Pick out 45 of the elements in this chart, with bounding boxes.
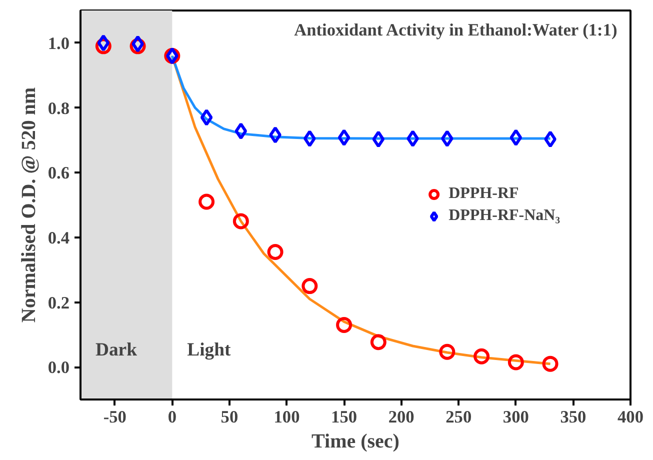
text: Antioxidant Activity in Ethanol:Water (1:1) <box>294 20 618 40</box>
x-tick-label: 350 <box>560 408 586 426</box>
x-tick-label: 300 <box>502 408 529 426</box>
point <box>267 244 284 260</box>
y-tick-label: 0.4 <box>48 228 70 248</box>
point <box>508 354 524 370</box>
band-label: Dark <box>96 340 138 361</box>
point <box>234 122 248 140</box>
point <box>406 130 419 148</box>
x-tick-label: 0 <box>168 408 177 426</box>
point <box>439 344 456 360</box>
x-axis-title: Time (sec) <box>312 430 400 452</box>
point <box>510 129 522 146</box>
point <box>544 130 556 148</box>
x-tick-label: 400 <box>618 408 644 426</box>
legend-label: DPPH-RF <box>448 184 519 202</box>
point <box>232 213 249 230</box>
y-tick-label: 1.0 <box>48 34 70 53</box>
point <box>372 130 385 148</box>
y-tick-label: 0.0 <box>48 358 70 378</box>
x-tick-label: 200 <box>388 408 414 426</box>
point <box>198 194 215 210</box>
legend-label: DPPH-RF-NaN₃ <box>448 206 560 224</box>
annotation: Light <box>187 340 232 361</box>
point <box>304 130 316 148</box>
point <box>97 34 110 52</box>
point <box>302 278 318 294</box>
point <box>338 129 350 146</box>
point <box>200 108 213 126</box>
point <box>542 356 558 372</box>
point <box>474 348 490 364</box>
x-tick-label: -50 <box>103 408 126 426</box>
y-tick-label: 0.8 <box>48 98 70 118</box>
x-tick-label: 150 <box>331 408 358 426</box>
x-tick-label: 50 <box>220 408 238 426</box>
x-tick-label: 250 <box>446 408 472 426</box>
point <box>336 316 352 333</box>
point <box>441 130 454 148</box>
point <box>370 334 386 350</box>
y-tick-label: 0.6 <box>48 164 70 183</box>
y-tick-label: 0.2 <box>48 293 70 312</box>
point <box>132 35 144 52</box>
point <box>269 126 282 144</box>
y-axis-title: Normalised O.D. @ 520 nm <box>18 87 40 323</box>
x-tick-label: 100 <box>274 408 300 426</box>
